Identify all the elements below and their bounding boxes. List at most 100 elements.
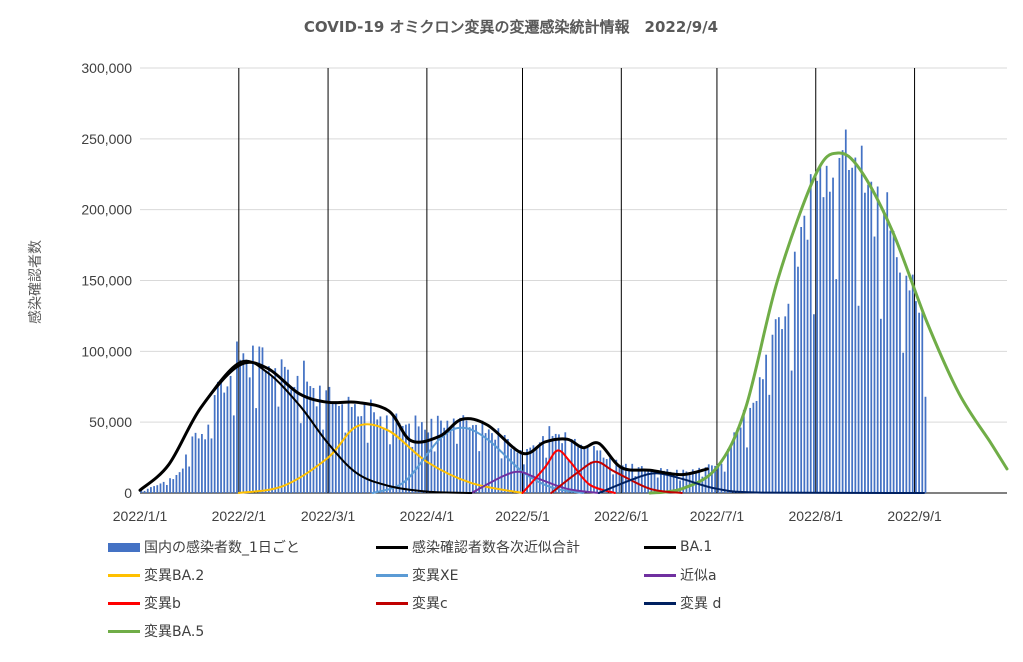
- daily-bar: [762, 379, 764, 493]
- daily-bar: [204, 439, 206, 493]
- daily-bar: [577, 447, 579, 493]
- daily-bar: [800, 227, 803, 494]
- daily-bar: [660, 468, 662, 493]
- daily-bar: [672, 472, 675, 493]
- daily-bar: [408, 423, 410, 493]
- y-tick-label: 300,000: [81, 60, 132, 76]
- daily-bar: [558, 434, 560, 493]
- series-line-4: [470, 470, 600, 494]
- daily-bar: [899, 272, 901, 493]
- daily-bar: [169, 478, 171, 493]
- daily-bar: [280, 359, 283, 493]
- daily-bar: [213, 395, 216, 493]
- daily-bar: [229, 375, 232, 493]
- daily-bar: [535, 447, 538, 493]
- daily-bar: [350, 407, 353, 493]
- daily-bar: [621, 465, 624, 493]
- daily-bar: [283, 366, 286, 493]
- daily-bar: [334, 402, 337, 493]
- daily-bar: [414, 415, 417, 493]
- y-axis-label: 感染確認者数: [27, 240, 44, 324]
- daily-bar: [312, 387, 315, 493]
- daily-bar: [494, 439, 497, 493]
- daily-bar: [895, 257, 898, 493]
- daily-bar: [178, 472, 181, 493]
- daily-bar: [666, 469, 669, 493]
- daily-bar: [790, 370, 793, 493]
- daily-bar: [165, 484, 168, 493]
- daily-bar: [465, 420, 468, 493]
- daily-bar: [162, 481, 165, 493]
- daily-bar: [561, 443, 563, 493]
- daily-cases-bars: [140, 129, 927, 494]
- daily-bar: [545, 457, 548, 493]
- daily-bar: [682, 469, 685, 493]
- legend-item: 変異BA.2: [108, 564, 376, 586]
- y-axis: 0 50,000 100,000 150,000 200,000 250,000 300,0…: [81, 60, 132, 501]
- legend-item: 変異c: [376, 592, 644, 614]
- daily-bar: [602, 457, 605, 493]
- daily-bar: [405, 424, 407, 493]
- daily-bar: [908, 290, 911, 493]
- daily-bar: [328, 386, 331, 493]
- daily-bar: [924, 396, 927, 493]
- daily-bar: [207, 424, 210, 493]
- legend-swatch: [644, 545, 676, 549]
- daily-bar: [612, 474, 614, 493]
- daily-bar: [459, 417, 461, 493]
- daily-bar: [315, 406, 318, 493]
- daily-bar: [886, 192, 889, 493]
- daily-bar: [634, 476, 637, 493]
- daily-bar: [825, 165, 828, 493]
- daily-bar: [781, 329, 783, 493]
- x-tick-label: 2022/7/1: [690, 508, 745, 524]
- series-lines: [138, 151, 1009, 495]
- y-tick-label: 200,000: [81, 202, 132, 218]
- daily-bar: [277, 406, 280, 493]
- daily-bar: [860, 145, 863, 493]
- legend-label: 感染確認者数各次近似合計: [412, 540, 580, 556]
- daily-bar: [809, 174, 812, 493]
- daily-bar: [293, 386, 296, 493]
- daily-bar: [271, 376, 273, 493]
- series-line-8: [648, 151, 1009, 495]
- daily-bar: [784, 316, 787, 493]
- daily-bar: [197, 438, 200, 493]
- daily-bar: [296, 375, 299, 493]
- daily-bar: [650, 469, 653, 493]
- series-line-2: [237, 423, 524, 494]
- daily-bar: [921, 309, 924, 493]
- daily-bar: [491, 433, 493, 493]
- daily-bar: [841, 150, 844, 493]
- daily-bar: [181, 468, 184, 493]
- daily-bar: [471, 425, 474, 493]
- daily-bar: [688, 472, 691, 493]
- daily-bar: [787, 303, 790, 493]
- daily-bar: [844, 129, 847, 493]
- daily-bar: [510, 448, 512, 493]
- daily-bar: [191, 436, 194, 493]
- daily-bar: [354, 404, 356, 493]
- daily-bar: [567, 459, 570, 493]
- daily-bar: [755, 400, 758, 493]
- legend-item: 近似a: [644, 564, 912, 586]
- daily-bar: [287, 369, 289, 493]
- daily-bar: [765, 354, 767, 493]
- daily-bar: [220, 380, 222, 493]
- daily-bar: [644, 469, 646, 493]
- daily-bar: [879, 318, 882, 493]
- daily-bar: [864, 192, 866, 494]
- daily-bar: [828, 191, 831, 493]
- daily-bar: [232, 415, 235, 493]
- legend-item: BA.1: [644, 536, 912, 558]
- legend-label: 変異BA.2: [144, 568, 205, 584]
- daily-bar: [153, 486, 155, 493]
- legend-swatch: [108, 542, 140, 552]
- legend-item: 国内の感染者数_1日ごと: [108, 536, 376, 558]
- daily-bar: [739, 427, 742, 493]
- daily-bar: [526, 448, 528, 493]
- daily-bar: [452, 418, 455, 493]
- daily-bar: [889, 230, 892, 493]
- daily-bar: [376, 419, 379, 493]
- daily-bar: [436, 415, 439, 493]
